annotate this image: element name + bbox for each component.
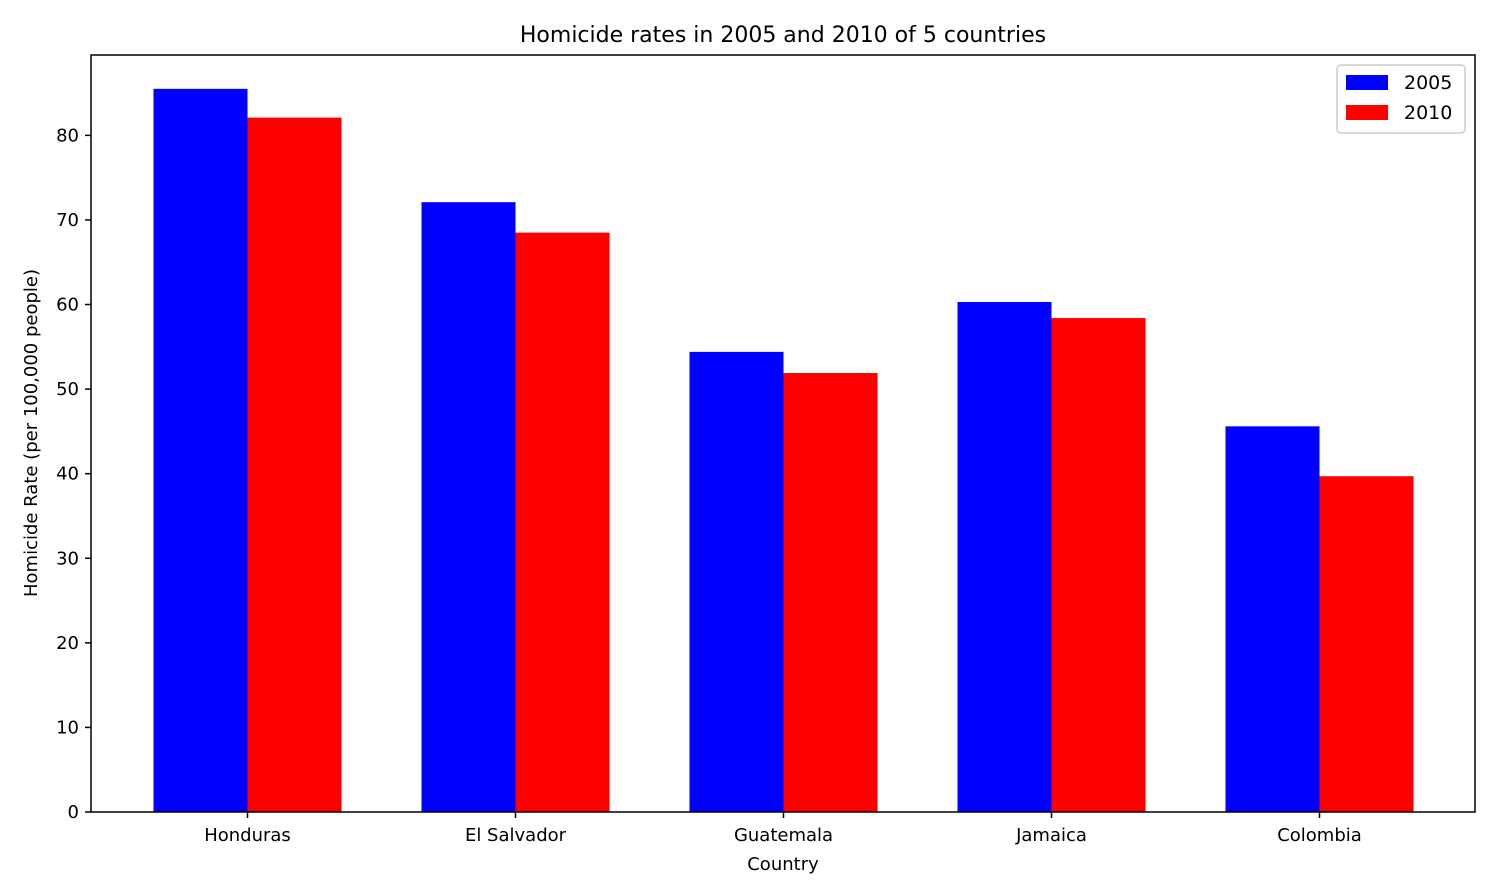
y-tick-label: 40 bbox=[56, 464, 79, 485]
y-tick-label: 60 bbox=[56, 295, 79, 316]
bar-jamaica-2005 bbox=[957, 301, 1052, 812]
bar-colombia-2010 bbox=[1319, 476, 1414, 812]
x-tick-label-el-salvador: El Salvador bbox=[465, 825, 567, 846]
y-tick-label: 10 bbox=[56, 717, 79, 738]
bars-group bbox=[153, 88, 1414, 813]
legend-label-2005: 2005 bbox=[1404, 72, 1452, 94]
bar-honduras-2005 bbox=[153, 88, 248, 813]
bar-honduras-2010 bbox=[247, 117, 342, 812]
x-tick-label-jamaica: Jamaica bbox=[1015, 825, 1087, 846]
legend-swatch-2005 bbox=[1346, 75, 1388, 90]
bar-guatemala-2005 bbox=[689, 351, 784, 812]
legend: 2005 2010 bbox=[1336, 64, 1466, 134]
x-tick-label-guatemala: Guatemala bbox=[734, 825, 833, 846]
y-tick-label: 20 bbox=[56, 633, 79, 654]
y-tick-label: 80 bbox=[56, 125, 79, 146]
bar-colombia-2005 bbox=[1225, 426, 1320, 812]
y-axis-label: Homicide Rate (per 100,000 people) bbox=[21, 269, 42, 597]
bar-jamaica-2010 bbox=[1051, 318, 1146, 812]
legend-swatch-2010 bbox=[1346, 105, 1388, 120]
x-axis: Honduras El Salvador Guatemala Jamaica Colom… bbox=[204, 812, 1362, 846]
y-tick-label: 50 bbox=[56, 379, 79, 400]
x-tick-label-colombia: Colombia bbox=[1277, 825, 1362, 846]
bar-el-salvador-2005 bbox=[421, 202, 516, 812]
x-tick-label-honduras: Honduras bbox=[204, 825, 291, 846]
y-tick-label: 0 bbox=[68, 802, 79, 823]
legend-label-2010: 2010 bbox=[1404, 102, 1452, 124]
y-tick-label: 70 bbox=[56, 210, 79, 231]
chart-title: Homicide rates in 2005 and 2010 of 5 cou… bbox=[520, 23, 1046, 48]
y-axis: 0 10 20 30 40 50 60 70 80 bbox=[56, 125, 91, 823]
x-axis-label: Country bbox=[747, 854, 819, 875]
y-tick-label: 30 bbox=[56, 548, 79, 569]
bar-guatemala-2010 bbox=[783, 373, 878, 812]
bar-el-salvador-2010 bbox=[515, 232, 610, 812]
